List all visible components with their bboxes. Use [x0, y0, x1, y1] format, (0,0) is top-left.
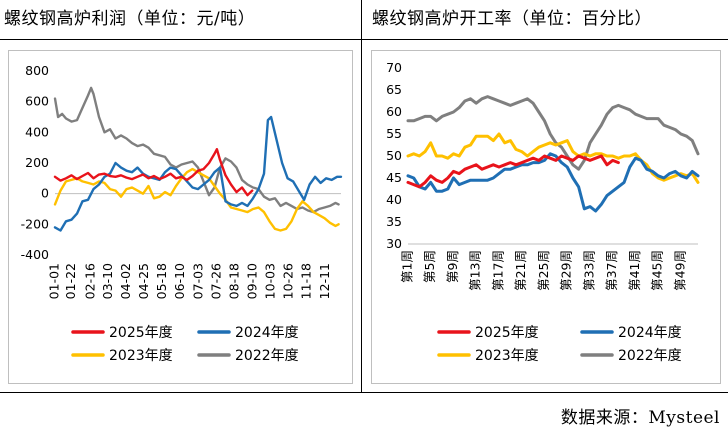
left-chart-panel: -400 -200 0 200 400 600 800 01-01 01-22 02-16 03-1…	[8, 50, 353, 384]
y-tick-label: 35	[386, 214, 402, 229]
x-tick-label: 第21周	[513, 250, 528, 291]
x-tick-label: 第41周	[627, 250, 642, 291]
legend-label: 2025年度	[475, 325, 539, 341]
y-tick-label: 50	[386, 148, 402, 163]
legend-label: 2022年度	[618, 348, 682, 364]
y-tick-label: 65	[386, 82, 402, 97]
x-tick-label: 12-11	[317, 263, 332, 299]
x-tick-label: 第25周	[536, 250, 551, 291]
y-tick-label: -400	[21, 247, 49, 262]
y-tick-label: 60	[386, 104, 402, 119]
x-tick-label: 10-26	[281, 263, 296, 299]
x-tick-label: 11-18	[299, 263, 314, 299]
x-tick-label: 10-03	[263, 263, 278, 299]
y-tick-label: 0	[41, 186, 49, 201]
x-tick-label: 04-25	[136, 263, 151, 299]
series-line-2022年度	[53, 86, 340, 214]
series-line-2025年度	[406, 154, 620, 189]
y-tick-label: 400	[25, 124, 49, 139]
x-tick-label: 第37周	[604, 250, 619, 291]
x-tick-label: 02-16	[83, 263, 98, 299]
right-chart-panel: 30 35 40 45 50 55 60 65 70 第1周 第5周 第9周 第13周 第17周 第21周第…	[371, 50, 721, 384]
left-chart-title: 螺纹钢高炉利润（单位：元/吨）	[4, 9, 256, 29]
legend-label: 2024年度	[618, 325, 682, 341]
y-tick-label: 800	[25, 63, 49, 78]
x-tick-label: 第33周	[581, 250, 596, 291]
x-tick-label: 05-18	[154, 263, 169, 299]
utilization-line-chart: 303540455055606570第1周 第5周 第9周 第13周 第17周 第21周第…	[386, 60, 700, 364]
header-divider	[0, 39, 728, 40]
data-source: 数据来源：Mysteel	[560, 408, 720, 428]
y-tick-label: 70	[386, 60, 402, 75]
column-divider	[361, 0, 362, 392]
y-tick-label: 45	[386, 170, 402, 185]
x-tick-label: 第9周	[445, 250, 460, 283]
x-tick-label: 第5周	[422, 250, 437, 283]
legend-label: 2024年度	[235, 325, 299, 341]
x-tick-label: 09-10	[245, 263, 260, 299]
y-tick-label: 200	[25, 155, 49, 170]
x-tick-label: 第13周	[468, 250, 483, 291]
profit-line-chart: -400 -200 0 200 400 600 800 01-01 01-22 02-16 03-1…	[21, 63, 343, 364]
y-tick-label: 40	[386, 192, 402, 207]
x-tick-label: 07-03	[190, 263, 205, 299]
y-tick-label: -200	[21, 216, 49, 231]
legend-label: 2023年度	[475, 348, 539, 364]
series-line-2025年度	[53, 147, 254, 197]
y-tick-label: 55	[386, 126, 402, 141]
footer-divider	[0, 392, 728, 393]
y-tick-label: 600	[25, 94, 49, 109]
x-tick-label: 08-18	[226, 263, 241, 299]
x-tick-label: 第17周	[490, 250, 505, 291]
x-tick-label: 第49周	[672, 250, 687, 291]
y-tick-label: 30	[386, 236, 402, 251]
series-line-2024年度	[53, 115, 343, 232]
series-line-2023年度	[53, 167, 340, 232]
legend-label: 2025年度	[109, 325, 173, 341]
legend-label: 2022年度	[235, 348, 299, 364]
series-line-2022年度	[406, 95, 700, 171]
x-tick-label: 06-10	[172, 263, 187, 299]
right-chart-title: 螺纹钢高炉开工率（单位：百分比）	[372, 9, 652, 29]
x-tick-label: 第45周	[650, 250, 665, 291]
x-tick-label: 07-26	[208, 263, 223, 299]
x-tick-label: 第1周	[400, 250, 415, 283]
legend-label: 2023年度	[109, 348, 173, 364]
x-tick-label: 第29周	[559, 250, 574, 291]
x-tick-label: 04-02	[118, 263, 133, 299]
x-tick-label: 03-10	[100, 263, 115, 299]
x-tick-label: 01-01	[47, 263, 62, 299]
series-line-2024年度	[406, 152, 700, 213]
x-tick-label: 01-22	[63, 263, 78, 299]
